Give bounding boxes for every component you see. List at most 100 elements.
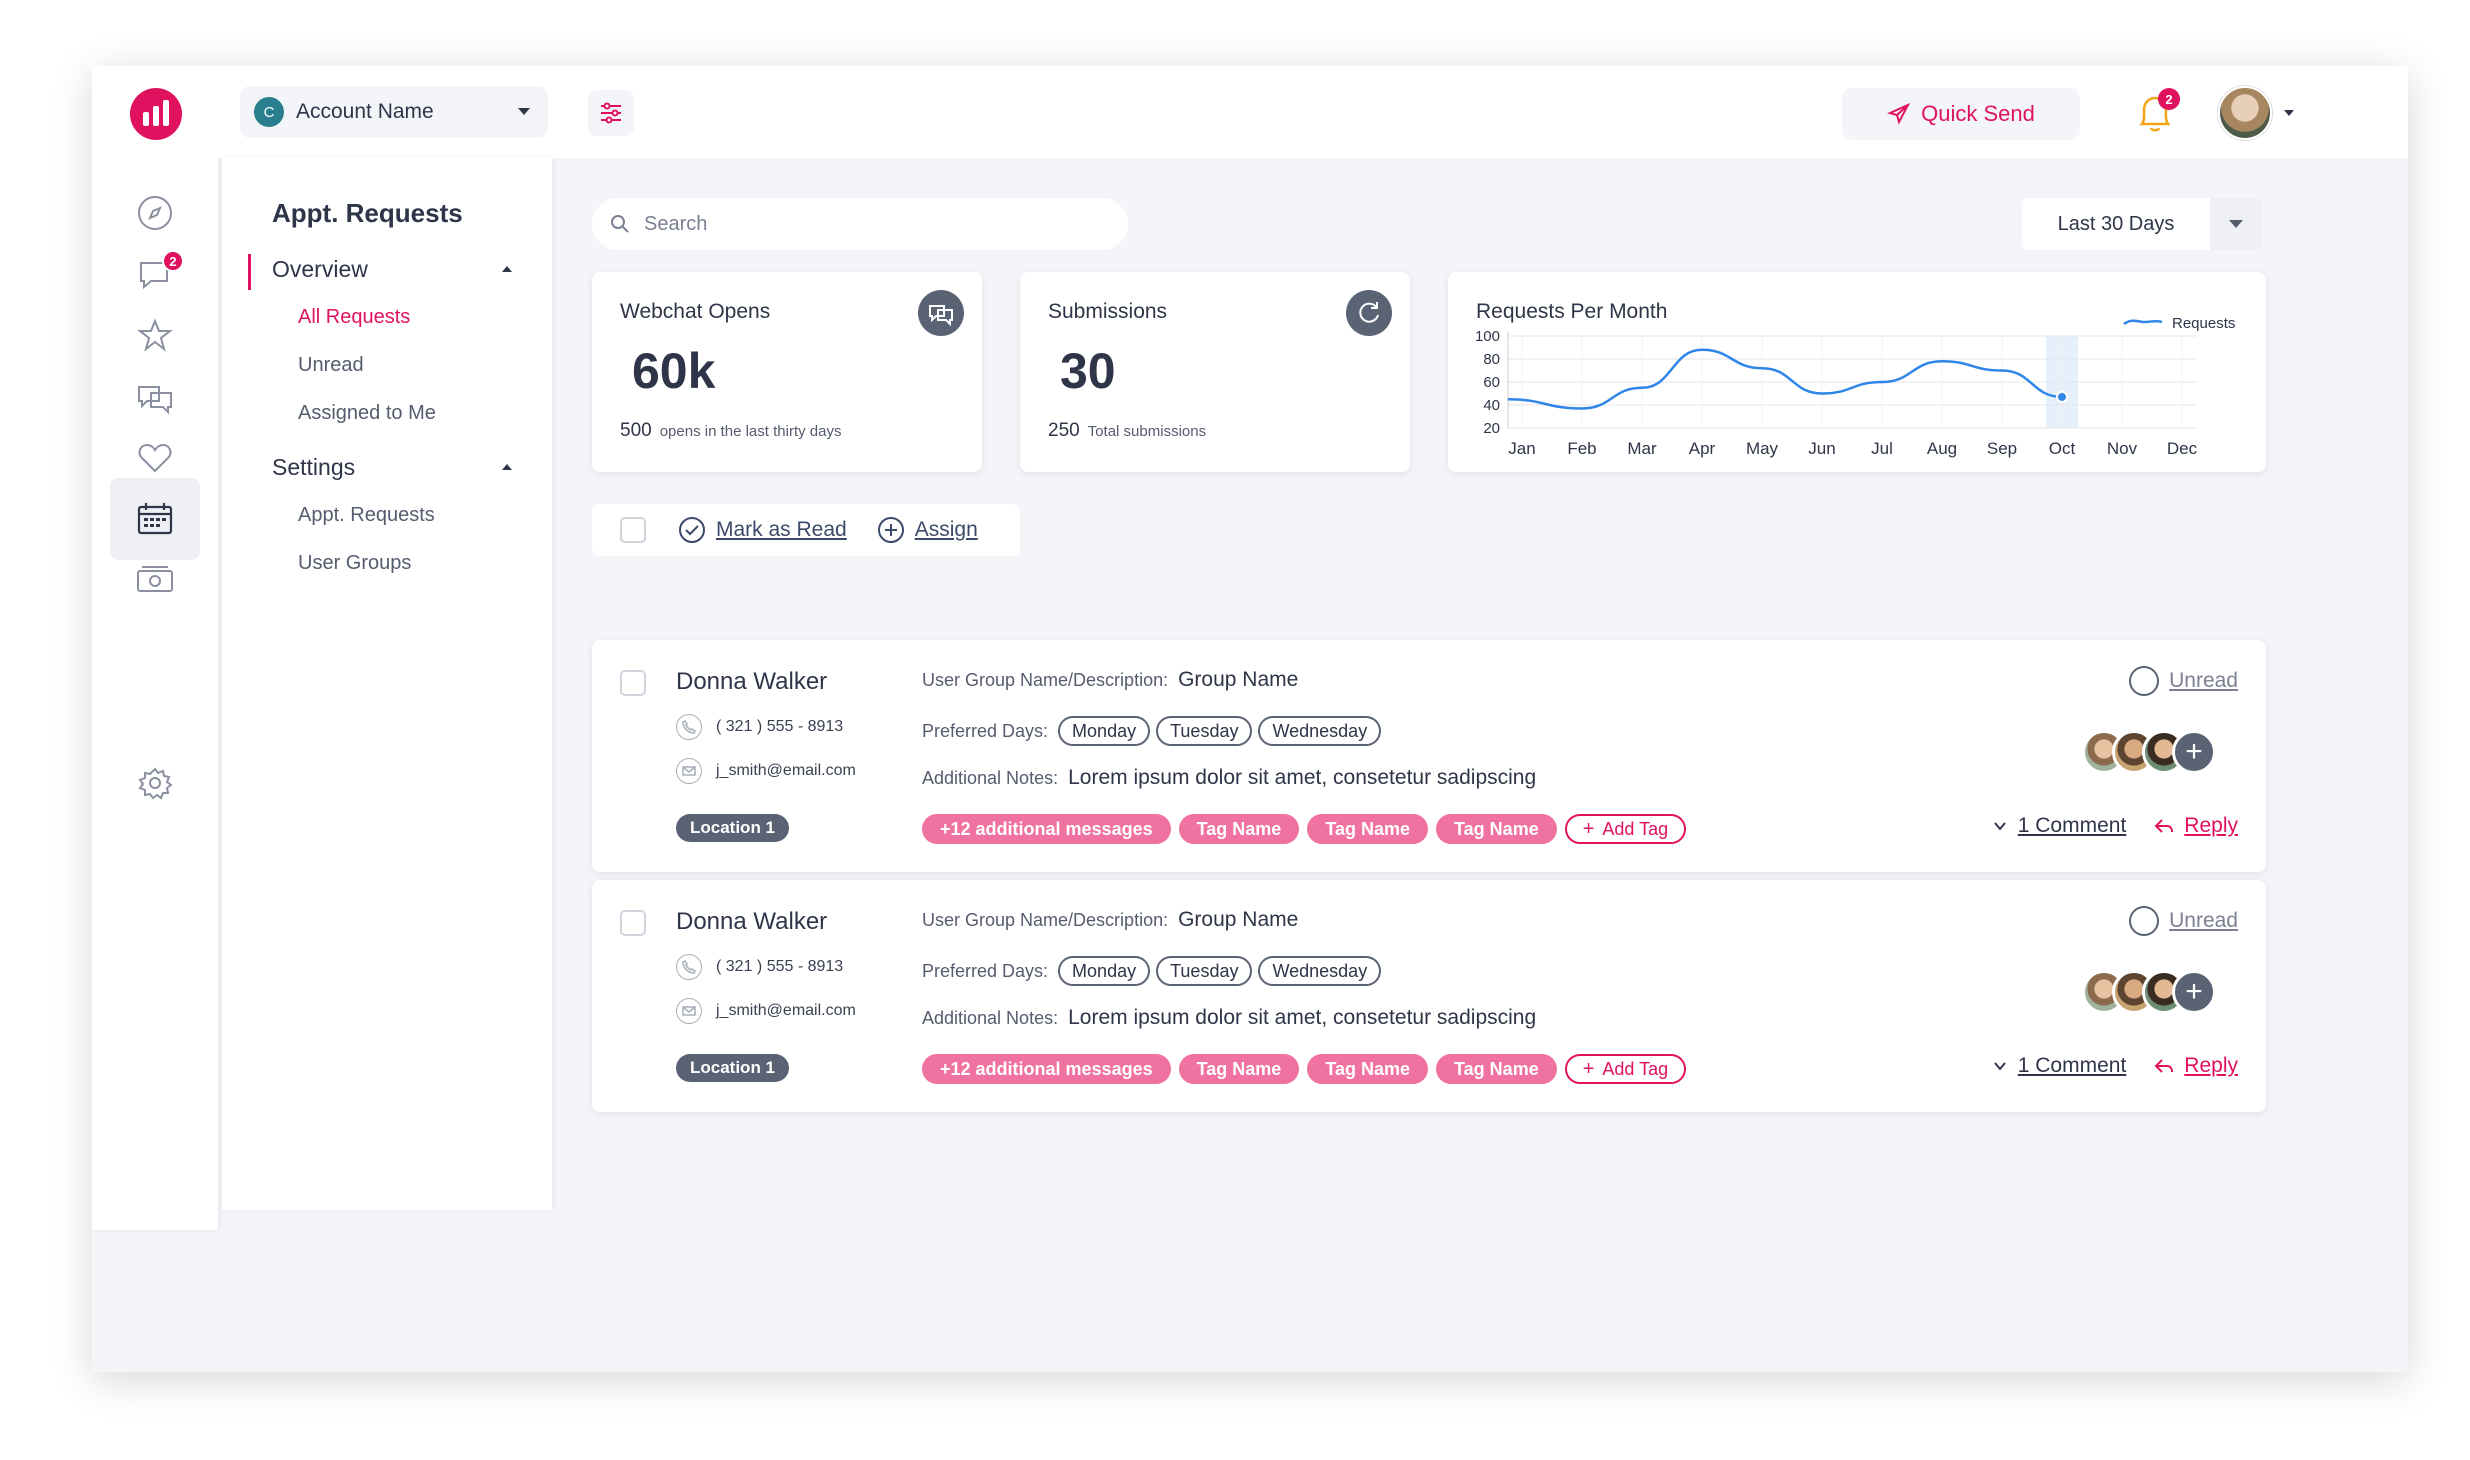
sidebar-item-appt-requests[interactable]: Appt. Requests (298, 504, 435, 526)
overview-group-toggle[interactable]: Overview (272, 256, 512, 283)
payments-icon[interactable] (110, 538, 200, 620)
stat-footer-number: 500 (620, 420, 652, 441)
y-tick-label: 20 (1483, 420, 1500, 437)
account-selector[interactable]: C Account Name (240, 86, 548, 138)
reply-button[interactable]: Reply (2154, 814, 2238, 838)
date-range-value: Last 30 Days (2057, 212, 2175, 235)
messages-icon[interactable]: 2 (110, 234, 200, 316)
series-line-requests (1507, 348, 2063, 410)
tag-chip[interactable]: +12 additional messages (922, 814, 1171, 844)
star-icon[interactable] (110, 294, 200, 376)
add-assignee-icon[interactable]: + (2172, 970, 2216, 1014)
requester-name: Donna Walker (676, 668, 828, 695)
tag-chip[interactable]: Tag Name (1307, 1054, 1429, 1084)
request-card: Donna Walker ( 321 ) 555 - 8913 j_smith@… (592, 640, 2266, 872)
request-footer: 1 Comment Reply (1992, 814, 2238, 838)
stat-title: Submissions (1048, 300, 1168, 323)
search-input[interactable]: Search (592, 198, 1128, 250)
reply-button[interactable]: Reply (2154, 1054, 2238, 1078)
days-field: Preferred Days: Monday Tuesday Wednesday (922, 716, 1382, 746)
quick-send-button[interactable]: Quick Send (1842, 88, 2080, 140)
preferred-day-chip: Wednesday (1258, 716, 1382, 746)
add-assignee-icon[interactable]: + (2172, 730, 2216, 774)
comments-toggle[interactable]: 1 Comment (1992, 1054, 2126, 1078)
date-range-dropdown-button[interactable] (2210, 198, 2262, 250)
tag-chip[interactable]: +12 additional messages (922, 1054, 1171, 1084)
date-range-select[interactable]: Last 30 Days (2022, 198, 2262, 250)
days-label: Preferred Days: (922, 720, 1049, 741)
reply-label: Reply (2184, 1054, 2238, 1077)
tag-chip[interactable]: Tag Name (1436, 1054, 1557, 1084)
unread-circle-icon (2129, 666, 2160, 696)
mark-unread-toggle[interactable]: Unread (2129, 906, 2238, 936)
stat-footer: 250 Total submissions (1048, 420, 1206, 442)
webchat-icon[interactable] (110, 356, 200, 438)
stat-footer-text: Total submissions (1087, 423, 1207, 440)
account-name: Account Name (296, 100, 434, 123)
assign-button[interactable]: Assign (877, 516, 978, 544)
unread-circle-icon (2129, 906, 2160, 936)
check-circle-icon (679, 517, 705, 543)
add-tag-button[interactable]: + Add Tag (1564, 1054, 1687, 1084)
plus-circle-icon (877, 517, 904, 543)
app-logo[interactable] (130, 88, 182, 140)
heart-icon[interactable] (110, 416, 200, 498)
email-row: j_smith@email.com (676, 758, 856, 784)
request-checkbox[interactable] (620, 670, 646, 696)
sidebar-item-unread[interactable]: Unread (298, 354, 364, 376)
sidebar-item-all-requests[interactable]: All Requests (298, 306, 411, 328)
x-tick-label: Apr (1689, 439, 1716, 458)
collapse-caret-icon (502, 266, 512, 272)
preferred-day-chip: Monday (1058, 716, 1151, 746)
tag-chip[interactable]: Tag Name (1178, 814, 1300, 844)
email-icon (676, 758, 702, 784)
select-all-checkbox[interactable] (620, 517, 646, 543)
mark-as-read-button[interactable]: Mark as Read (678, 516, 847, 544)
comments-toggle[interactable]: 1 Comment (1992, 814, 2126, 838)
request-checkbox[interactable] (620, 910, 646, 936)
collapse-caret-icon (502, 464, 512, 470)
filter-sliders-button[interactable] (588, 90, 634, 136)
preferred-day-chip: Tuesday (1156, 956, 1253, 986)
x-tick-label: Dec (2167, 439, 2198, 458)
user-menu-chevron-icon[interactable] (2284, 110, 2294, 116)
chevron-down-icon (1993, 1062, 2006, 1071)
phone-row: ( 321 ) 555 - 8913 (676, 954, 843, 980)
settings-gear-icon[interactable] (110, 742, 200, 824)
preferred-day-chip: Monday (1058, 956, 1151, 986)
sidebar-item-assigned-to-me[interactable]: Assigned to Me (298, 402, 436, 424)
add-tag-label: Add Tag (1602, 1058, 1669, 1079)
section-title: Appt. Requests (272, 198, 463, 228)
add-tag-button[interactable]: + Add Tag (1564, 814, 1687, 844)
chart-title: Requests Per Month (1476, 300, 1668, 323)
notifications-button[interactable]: 2 (2132, 88, 2182, 138)
group-field: User Group Name/Description: Group Name (922, 668, 1298, 692)
calendar-icon[interactable] (110, 478, 200, 560)
account-avatar: C (254, 97, 284, 127)
stat-footer-number: 250 (1048, 420, 1080, 441)
tag-chip[interactable]: Tag Name (1178, 1054, 1300, 1084)
days-field: Preferred Days: Monday Tuesday Wednesday (922, 956, 1382, 986)
user-avatar[interactable] (2218, 86, 2272, 140)
email-icon (676, 998, 702, 1024)
tag-chip[interactable]: Tag Name (1307, 814, 1429, 844)
x-tick-label: Sep (1987, 439, 2017, 458)
email-address: j_smith@email.com (716, 1002, 856, 1019)
settings-group-toggle[interactable]: Settings (272, 454, 512, 481)
legend-label: Requests (2172, 315, 2235, 332)
tag-chip[interactable]: Tag Name (1436, 814, 1557, 844)
messages-badge: 2 (162, 250, 184, 272)
unread-label: Unread (2169, 669, 2238, 692)
x-tick-label: Jul (1871, 439, 1893, 458)
search-placeholder: Search (644, 212, 708, 235)
stat-footer-text: opens in the last thirty days (659, 423, 842, 440)
sidebar-item-user-groups[interactable]: User Groups (298, 552, 412, 574)
dashboard-icon[interactable] (110, 172, 200, 254)
group-value: Group Name (1178, 908, 1299, 931)
requests-per-month-card: Requests Per Month 100 80 60 40 20 Jan Feb Mar A… (1448, 272, 2266, 472)
reply-icon (2154, 819, 2174, 833)
x-tick-label: Nov (2107, 439, 2138, 458)
active-section-indicator (248, 254, 251, 290)
x-tick-label: Feb (1567, 439, 1596, 458)
mark-unread-toggle[interactable]: Unread (2129, 666, 2238, 696)
